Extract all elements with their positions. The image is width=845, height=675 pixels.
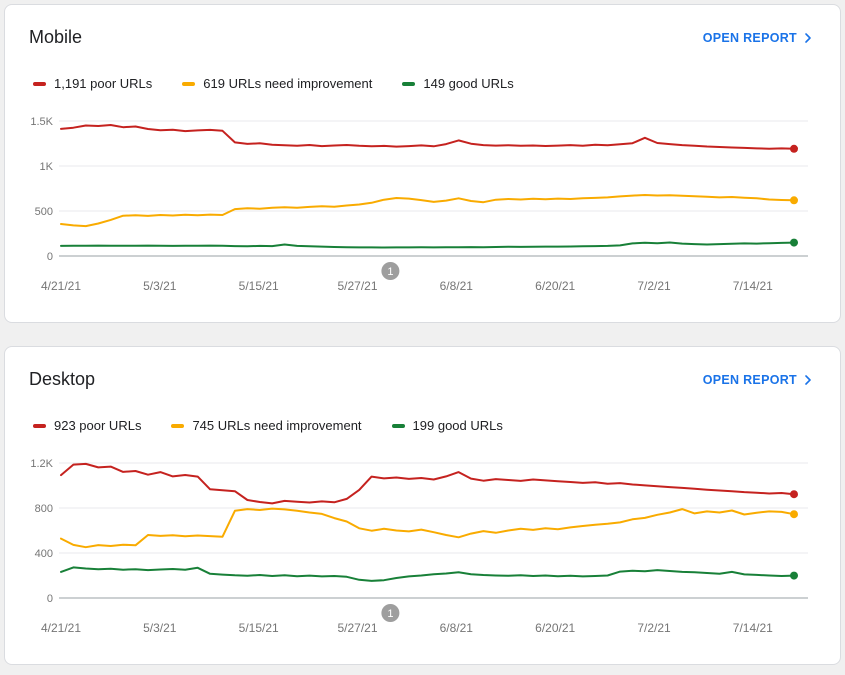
x-axis-label: 4/21/21	[41, 279, 81, 293]
y-axis-label: 1.5K	[30, 116, 53, 128]
legend-swatch-poor	[33, 423, 46, 428]
x-axis-label: 5/27/21	[337, 279, 377, 293]
x-axis-label: 4/21/21	[41, 621, 81, 635]
chevron-right-icon	[805, 374, 811, 385]
legend-label-needs-improvement: 745 URLs need improvement	[192, 418, 362, 433]
needs-improvement-urls-end-dot	[790, 196, 798, 205]
good-urls-line	[60, 241, 795, 249]
legend-item-good: 149 good URLs	[402, 76, 514, 91]
needs-improvement-urls-line	[60, 507, 795, 549]
legend: 1,191 poor URLs 619 URLs need improvemen…	[5, 54, 840, 91]
x-axis-label: 5/3/21	[143, 279, 177, 293]
y-axis-label: 1.2K	[30, 458, 53, 470]
x-axis-label: 7/2/21	[637, 621, 671, 635]
good-urls-end-dot	[790, 238, 798, 247]
card-title-mobile: Mobile	[29, 27, 83, 47]
x-axis-label: 6/20/21	[535, 279, 575, 293]
chart-area: 0 500 1K 1.5K 4/21/21 5/3/21 5/15/21 5/27/21 6/8…	[5, 91, 840, 322]
svg-text:1: 1	[387, 266, 393, 278]
legend-swatch-needs-improvement	[171, 423, 185, 428]
mobile-chart: 0 500 1K 1.5K 4/21/21 5/3/21 5/15/21 5/27/21 6/8…	[30, 116, 808, 293]
x-axis-label: 5/27/21	[337, 621, 377, 635]
good-urls-line	[60, 566, 795, 582]
poor-urls-line	[60, 124, 795, 150]
y-axis-label: 0	[47, 251, 53, 263]
x-axis-label: 7/14/21	[733, 621, 773, 635]
chart-area: 0 400 800 1.2K 4/21/21 5/3/21 5/15/21 5/27/21 6/…	[5, 433, 840, 664]
open-report-link-desktop[interactable]: OPEN REPORT	[703, 372, 816, 388]
card-header: Mobile OPEN REPORT	[5, 5, 840, 54]
desktop-card: Desktop OPEN REPORT 923 poor URLs 745 UR…	[4, 346, 841, 665]
poor-urls-line	[60, 462, 795, 505]
x-axis-label: 6/20/21	[535, 621, 575, 635]
legend-swatch-good	[402, 81, 416, 86]
legend-label-poor: 1,191 poor URLs	[54, 76, 153, 91]
x-axis-label: 5/3/21	[143, 621, 177, 635]
svg-text:1: 1	[387, 608, 393, 620]
mobile-card: Mobile OPEN REPORT 1,191 poor URLs 619 U…	[4, 4, 841, 323]
y-axis-label: 1K	[40, 161, 54, 173]
annotation-marker[interactable]: 1	[381, 262, 400, 280]
legend-swatch-poor	[33, 81, 46, 86]
legend-item-needs-improvement: 619 URLs need improvement	[182, 76, 372, 91]
legend-swatch-needs-improvement	[182, 81, 196, 86]
chevron-right-icon	[805, 32, 811, 43]
annotation-marker[interactable]: 1	[381, 604, 400, 622]
card-title-desktop: Desktop	[29, 369, 96, 389]
open-report-link-mobile[interactable]: OPEN REPORT	[703, 30, 816, 46]
legend-label-poor: 923 poor URLs	[54, 418, 142, 433]
open-report-label: OPEN REPORT	[702, 372, 797, 387]
legend-label-needs-improvement: 619 URLs need improvement	[203, 76, 373, 91]
y-axis-label: 800	[35, 503, 53, 515]
poor-urls-end-dot	[790, 144, 798, 153]
legend-item-poor: 1,191 poor URLs	[33, 76, 152, 91]
x-axis-label: 7/14/21	[733, 279, 773, 293]
desktop-chart: 0 400 800 1.2K 4/21/21 5/3/21 5/15/21 5/27/21 6/…	[30, 458, 808, 635]
x-axis-label: 5/15/21	[239, 621, 279, 635]
x-axis-label: 7/2/21	[637, 279, 671, 293]
legend-label-good: 199 good URLs	[412, 418, 503, 433]
poor-urls-end-dot	[790, 490, 798, 499]
legend-item-poor: 923 poor URLs	[33, 418, 141, 433]
good-urls-end-dot	[790, 571, 798, 580]
x-axis-label: 5/15/21	[239, 279, 279, 293]
needs-improvement-urls-line	[60, 194, 795, 228]
legend: 923 poor URLs 745 URLs need improvement …	[5, 396, 840, 433]
legend-swatch-good	[391, 423, 405, 428]
legend-label-good: 149 good URLs	[423, 76, 514, 91]
legend-item-needs-improvement: 745 URLs need improvement	[171, 418, 362, 433]
x-axis-label: 6/8/21	[440, 279, 474, 293]
y-axis-label: 400	[35, 548, 53, 560]
card-header: Desktop OPEN REPORT	[5, 347, 840, 396]
needs-improvement-urls-end-dot	[790, 510, 798, 519]
y-axis-label: 500	[35, 206, 53, 218]
y-axis-label: 0	[47, 593, 53, 605]
x-axis-label: 6/8/21	[440, 621, 474, 635]
open-report-label: OPEN REPORT	[702, 30, 797, 45]
legend-item-good: 199 good URLs	[391, 418, 503, 433]
